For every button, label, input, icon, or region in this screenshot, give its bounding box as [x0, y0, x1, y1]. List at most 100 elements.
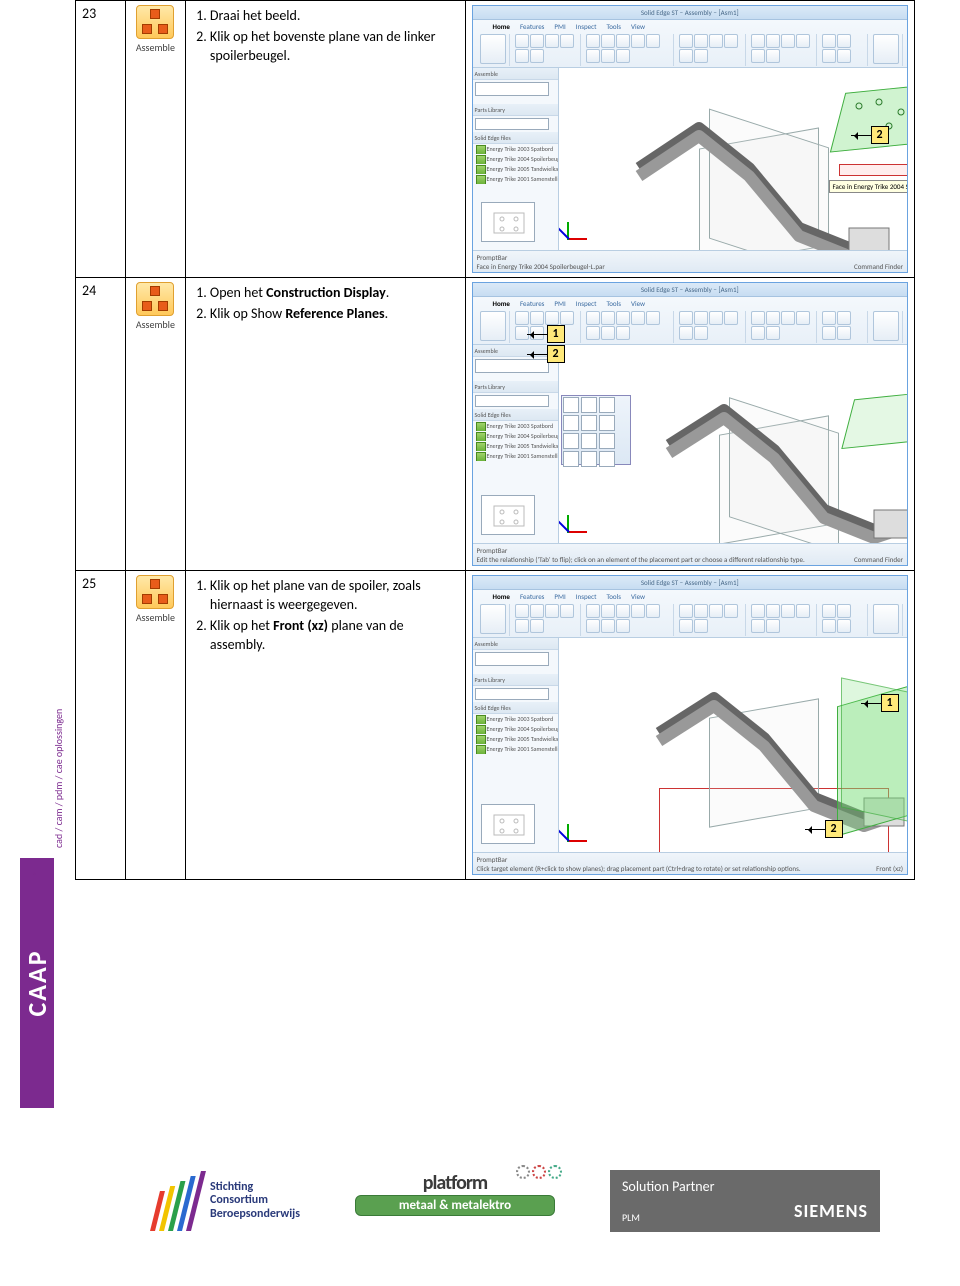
- ribbon-tool[interactable]: [480, 604, 506, 634]
- ribbon-tab[interactable]: Features: [520, 22, 544, 31]
- tree-item[interactable]: Energy Trike 2005 Tandwielkast: [473, 164, 558, 174]
- ribbon-tab[interactable]: Home: [493, 22, 510, 31]
- tree-item[interactable]: Energy Trike 2005 Tandwielkast: [473, 441, 558, 451]
- ribbon-tool[interactable]: [601, 326, 615, 340]
- ribbon-tool[interactable]: [822, 326, 836, 340]
- ribbon-tool[interactable]: [601, 619, 615, 633]
- ribbon-tool[interactable]: [515, 619, 529, 633]
- tree-item[interactable]: Energy Trike 2001 Samenstelling: [473, 744, 558, 754]
- ribbon-tab[interactable]: PMI: [554, 592, 565, 601]
- ribbon-tool[interactable]: [631, 311, 645, 325]
- pane-header[interactable]: Assemble: [473, 345, 558, 357]
- pane-header[interactable]: Parts Library: [473, 104, 558, 116]
- ribbon-tool[interactable]: [751, 604, 765, 618]
- ribbon-tool[interactable]: [545, 604, 559, 618]
- ribbon-tab[interactable]: Home: [493, 592, 510, 601]
- dropdown-item[interactable]: [563, 451, 579, 467]
- ribbon-tab[interactable]: Tools: [606, 299, 621, 308]
- ribbon-tool[interactable]: [766, 311, 780, 325]
- ribbon-tool[interactable]: [545, 311, 559, 325]
- ribbon-tool[interactable]: [586, 619, 600, 633]
- relation-dropdown[interactable]: [475, 652, 549, 666]
- ribbon-tool[interactable]: [646, 604, 660, 618]
- ribbon-tool[interactable]: [822, 34, 836, 48]
- command-finder[interactable]: Front (xz): [876, 864, 903, 873]
- ribbon-tool[interactable]: [560, 311, 574, 325]
- ribbon-tool[interactable]: [586, 326, 600, 340]
- ribbon-tool[interactable]: [709, 34, 723, 48]
- dropdown-item[interactable]: [599, 433, 615, 449]
- ribbon-tool[interactable]: [822, 619, 836, 633]
- ribbon-tool[interactable]: [724, 311, 738, 325]
- ribbon-tool[interactable]: [515, 34, 529, 48]
- ribbon-tool[interactable]: [873, 311, 899, 341]
- ribbon-tab[interactable]: Tools: [606, 592, 621, 601]
- tree-item[interactable]: Energy Trike 2003 Spatbord: [473, 421, 558, 431]
- ribbon-tool[interactable]: [515, 49, 529, 63]
- ribbon-tool[interactable]: [873, 34, 899, 64]
- pane-header[interactable]: Assemble: [473, 638, 558, 650]
- ribbon-tool[interactable]: [709, 604, 723, 618]
- command-finder[interactable]: Command Finder: [854, 262, 903, 271]
- ribbon-tool[interactable]: [560, 34, 574, 48]
- dropdown-item[interactable]: [563, 397, 579, 413]
- ribbon-tool[interactable]: [837, 49, 851, 63]
- ribbon-tool[interactable]: [515, 311, 529, 325]
- dropdown-item[interactable]: [581, 451, 597, 467]
- ribbon-tool[interactable]: [631, 604, 645, 618]
- ribbon-tab[interactable]: View: [631, 592, 645, 601]
- ribbon-tool[interactable]: [586, 604, 600, 618]
- canvas-3d[interactable]: Front (xz): [559, 638, 907, 852]
- library-dropdown[interactable]: [475, 395, 549, 407]
- ribbon-tool[interactable]: [694, 34, 708, 48]
- ribbon-tool[interactable]: [751, 326, 765, 340]
- ribbon-tab[interactable]: Features: [520, 592, 544, 601]
- tree-item[interactable]: Energy Trike 2005 Tandwielkast: [473, 734, 558, 744]
- ribbon-tool[interactable]: [480, 311, 506, 341]
- library-dropdown[interactable]: [475, 118, 549, 130]
- ribbon-tool[interactable]: [616, 34, 630, 48]
- ribbon-tool[interactable]: [837, 619, 851, 633]
- ribbon-tool[interactable]: [601, 34, 615, 48]
- ribbon-tool[interactable]: [679, 326, 693, 340]
- ribbon-tool[interactable]: [796, 604, 810, 618]
- dropdown-panel[interactable]: [561, 395, 631, 465]
- ribbon-tool[interactable]: [781, 604, 795, 618]
- relation-dropdown[interactable]: [475, 359, 549, 373]
- tree-item[interactable]: Energy Trike 2001 Samenstelling: [473, 174, 558, 184]
- ribbon-tool[interactable]: [766, 604, 780, 618]
- ribbon-tool[interactable]: [530, 604, 544, 618]
- dropdown-item[interactable]: [563, 415, 579, 431]
- tree-item[interactable]: Energy Trike 2001 Samenstelling: [473, 451, 558, 461]
- ribbon-tool[interactable]: [616, 49, 630, 63]
- ribbon-tab[interactable]: View: [631, 22, 645, 31]
- ribbon-tool[interactable]: [679, 619, 693, 633]
- ribbon-tool[interactable]: [631, 34, 645, 48]
- ribbon-tool[interactable]: [766, 619, 780, 633]
- ribbon-tool[interactable]: [679, 34, 693, 48]
- tree-item[interactable]: Energy Trike 2004 Spoilerbeugel L: [473, 724, 558, 734]
- relation-dropdown[interactable]: [475, 82, 549, 96]
- ribbon-tool[interactable]: [560, 604, 574, 618]
- ribbon-tool[interactable]: [530, 34, 544, 48]
- ribbon-tool[interactable]: [837, 311, 851, 325]
- ribbon-tab[interactable]: Home: [493, 299, 510, 308]
- ribbon-tab[interactable]: PMI: [554, 22, 565, 31]
- ribbon-tool[interactable]: [616, 326, 630, 340]
- tree-item[interactable]: Energy Trike 2004 Spoilerbeugel L: [473, 431, 558, 441]
- ribbon-tool[interactable]: [751, 49, 765, 63]
- pane-header[interactable]: Parts Library: [473, 674, 558, 686]
- canvas-3d[interactable]: [559, 345, 907, 543]
- ribbon-tool[interactable]: [646, 311, 660, 325]
- ribbon-tool[interactable]: [515, 604, 529, 618]
- tree-item[interactable]: Energy Trike 2003 Spatbord: [473, 714, 558, 724]
- ribbon-tool[interactable]: [751, 34, 765, 48]
- ribbon-tool[interactable]: [766, 34, 780, 48]
- ribbon-tool[interactable]: [751, 619, 765, 633]
- ribbon-tool[interactable]: [545, 34, 559, 48]
- selected-face[interactable]: [839, 164, 907, 176]
- ribbon-tool[interactable]: [616, 311, 630, 325]
- ribbon-tool[interactable]: [709, 311, 723, 325]
- ribbon-tool[interactable]: [822, 311, 836, 325]
- ribbon-tool[interactable]: [837, 604, 851, 618]
